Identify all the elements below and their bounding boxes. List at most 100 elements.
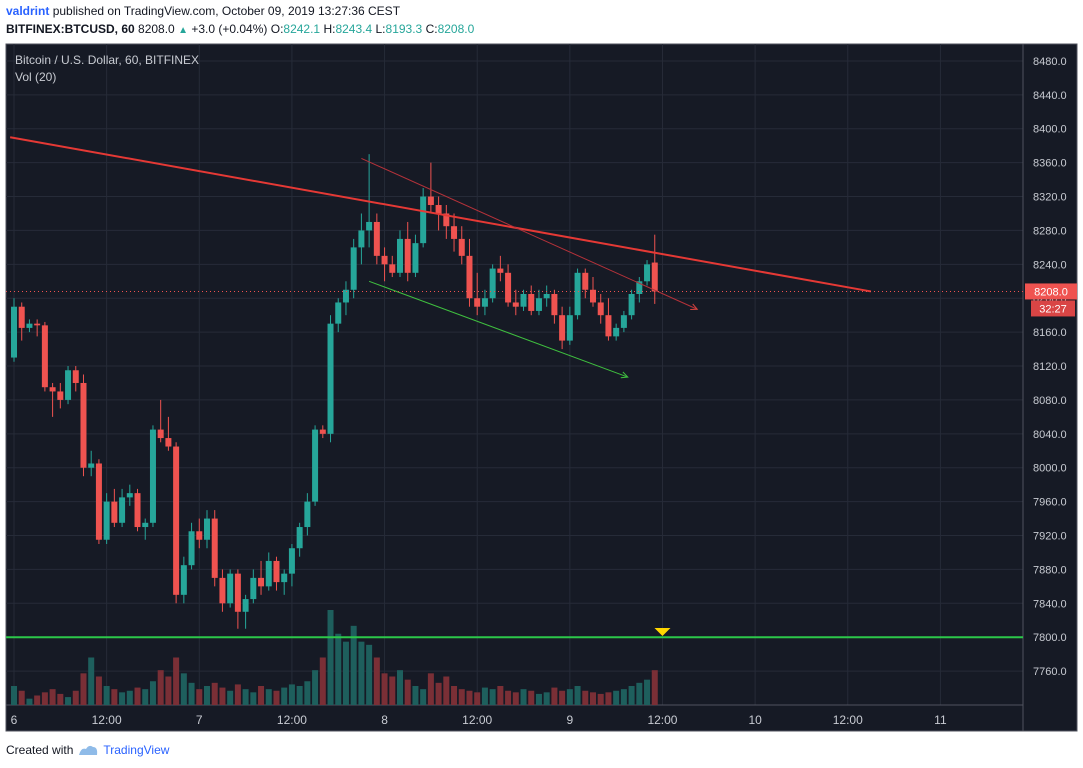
volume-bar bbox=[543, 692, 550, 705]
close-value: 8208.0 bbox=[437, 22, 475, 36]
candle-body bbox=[88, 463, 95, 468]
volume-bar bbox=[420, 689, 427, 705]
volume-bar bbox=[574, 686, 581, 705]
candle-body bbox=[559, 315, 566, 341]
candle-body bbox=[281, 573, 288, 583]
price-chart[interactable]: 7760.0 7800.0 7840.0 7880.0 7920.0 7960.0 8000… bbox=[0, 43, 1079, 733]
candle-body bbox=[551, 293, 558, 316]
time-tick-label: 12:00 bbox=[647, 713, 677, 727]
channel-top-arrow-icon bbox=[690, 303, 699, 310]
volume-bar bbox=[435, 682, 442, 705]
volume-bar bbox=[188, 682, 195, 705]
candle-body bbox=[312, 429, 319, 502]
candle-body bbox=[234, 573, 241, 612]
countdown-badge bbox=[1031, 300, 1075, 317]
volume-bar bbox=[466, 690, 473, 705]
ohlc-header: BITFINEX:BTCUSD, 60 8208.0 ▲ +3.0 (+0.04… bbox=[6, 22, 474, 36]
price-tick-label: 8240.0 bbox=[1033, 259, 1067, 271]
volume-bar bbox=[559, 690, 566, 705]
price-tick-label: 7880.0 bbox=[1033, 564, 1067, 576]
volume-bar bbox=[489, 689, 496, 705]
volume-bar bbox=[281, 687, 288, 705]
candle-body bbox=[327, 323, 334, 434]
volume-bar bbox=[381, 673, 388, 705]
volume-bar bbox=[250, 692, 257, 705]
volume-bar bbox=[258, 686, 265, 705]
candle-body bbox=[188, 531, 195, 566]
volume-bar bbox=[11, 686, 17, 705]
candle-body bbox=[204, 518, 210, 540]
candle-body bbox=[381, 255, 388, 265]
candle-body bbox=[466, 255, 473, 299]
candle-body bbox=[412, 243, 419, 273]
volume-bar bbox=[651, 670, 658, 705]
candle-body bbox=[273, 560, 280, 583]
close-label: C: bbox=[425, 22, 438, 36]
volume-bar bbox=[211, 682, 218, 705]
candle-body bbox=[157, 429, 164, 439]
price-tick-label: 8320.0 bbox=[1033, 192, 1067, 204]
candle-body bbox=[420, 196, 427, 244]
candle-body bbox=[196, 531, 203, 540]
open-label: O: bbox=[270, 22, 284, 36]
candle-body bbox=[95, 463, 102, 540]
volume-bar bbox=[373, 657, 380, 705]
time-tick-label: 12:00 bbox=[833, 713, 863, 727]
candle-body bbox=[304, 501, 311, 528]
candle-body bbox=[119, 497, 126, 523]
created-with-text: Created with bbox=[6, 743, 74, 757]
volume-bar bbox=[34, 695, 41, 705]
candle-body bbox=[142, 522, 149, 528]
volume-bar bbox=[528, 690, 535, 705]
time-tick-label: 12:00 bbox=[92, 713, 122, 727]
last-price: 8208.0 bbox=[138, 22, 175, 36]
volume-bar bbox=[103, 686, 110, 705]
candle-body bbox=[126, 493, 133, 498]
candle-body bbox=[80, 382, 87, 468]
volume-bar bbox=[342, 641, 349, 705]
candle-body bbox=[651, 262, 658, 292]
time-tick-label: 11 bbox=[934, 713, 947, 727]
volume-bar bbox=[443, 676, 450, 705]
author-name[interactable]: valdrint bbox=[6, 4, 50, 18]
candle-body bbox=[173, 446, 180, 595]
candle-body bbox=[566, 315, 573, 341]
candle-body bbox=[505, 272, 512, 303]
time-tick-label: 10 bbox=[748, 713, 762, 727]
volume-indicator-label[interactable]: Vol (20) bbox=[15, 70, 57, 84]
resistance-trendline bbox=[9, 136, 872, 293]
volume-bar bbox=[497, 686, 504, 705]
low-value: 8193.3 bbox=[385, 22, 423, 36]
candle-body bbox=[72, 370, 79, 383]
candle-body bbox=[520, 293, 527, 307]
volume-bar bbox=[157, 670, 164, 705]
tradingview-brand[interactable]: TradingView bbox=[103, 743, 170, 757]
price-tick-label: 7760.0 bbox=[1033, 666, 1067, 678]
volume-bar bbox=[636, 682, 643, 705]
volume-bar bbox=[350, 625, 357, 705]
candle-body bbox=[165, 438, 172, 447]
volume-bar bbox=[196, 689, 203, 705]
volume-bar bbox=[227, 690, 234, 705]
candle-body bbox=[481, 298, 488, 307]
candle-body bbox=[528, 293, 535, 311]
channel-bottom-line bbox=[368, 280, 628, 378]
volume-bar bbox=[512, 692, 519, 705]
time-tick-label: 7 bbox=[196, 713, 203, 727]
candle-body bbox=[597, 302, 604, 316]
candle-body bbox=[265, 560, 272, 587]
publish-info: valdrint published on TradingView.com, O… bbox=[6, 4, 400, 18]
candle-body bbox=[489, 268, 496, 299]
time-tick-label: 6 bbox=[11, 713, 18, 727]
symbol-label: BITFINEX:BTCUSD, 60 bbox=[6, 22, 135, 36]
time-tick-label: 12:00 bbox=[277, 713, 307, 727]
volume-bar bbox=[72, 690, 79, 705]
price-tick-label: 8400.0 bbox=[1033, 124, 1067, 136]
price-tick-label: 7840.0 bbox=[1033, 598, 1067, 610]
volume-bar bbox=[582, 690, 589, 705]
candle-body bbox=[26, 323, 33, 328]
last-price-badge bbox=[1025, 283, 1077, 300]
candle-body bbox=[451, 226, 458, 239]
candle-body bbox=[397, 238, 403, 273]
candle-body bbox=[49, 387, 56, 392]
